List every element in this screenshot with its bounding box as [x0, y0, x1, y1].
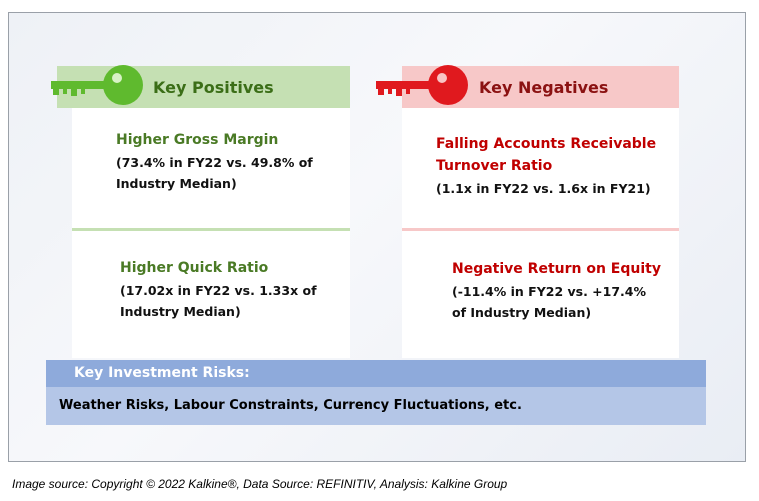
positive-1-title: Higher Gross Margin	[116, 132, 279, 148]
negatives-heading: Key Negatives	[479, 77, 609, 97]
negatives-header: Key Negatives	[376, 65, 679, 108]
positive-1-detail-line-2: Industry Median)	[116, 176, 237, 191]
positives-panel	[72, 108, 350, 358]
positives-header: Key Positives	[51, 65, 350, 108]
image-source-footer: Image source: Copyright © 2022 Kalkine®,…	[12, 477, 508, 491]
positives-divider	[72, 228, 350, 231]
negative-1-title-line-1: Falling Accounts Receivable	[436, 136, 657, 152]
risks-text: Weather Risks, Labour Constraints, Curre…	[46, 387, 706, 425]
positive-2-detail-line-2: Industry Median)	[120, 304, 241, 319]
negatives-panel	[402, 108, 679, 358]
positive-2-title: Higher Quick Ratio	[120, 260, 269, 276]
negative-2-detail-line-2: of Industry Median)	[452, 305, 592, 320]
red-key-icon	[376, 65, 468, 105]
negative-2-detail-line-1: (-11.4% in FY22 vs. +17.4%	[452, 284, 647, 299]
negative-1-detail-line-1: (1.1x in FY22 vs. 1.6x in FY21)	[436, 181, 651, 196]
risks-heading: Key Investment Risks:	[46, 360, 706, 387]
positive-1-detail-line-1: (73.4% in FY22 vs. 49.8% of	[116, 155, 313, 170]
negative-1-title-line-2: Turnover Ratio	[436, 158, 553, 174]
negatives-divider	[402, 228, 679, 231]
positives-heading: Key Positives	[153, 77, 274, 97]
negative-2-title: Negative Return on Equity	[452, 261, 661, 277]
green-key-icon	[51, 65, 143, 105]
positive-2-detail-line-1: (17.02x in FY22 vs. 1.33x of	[120, 283, 317, 298]
